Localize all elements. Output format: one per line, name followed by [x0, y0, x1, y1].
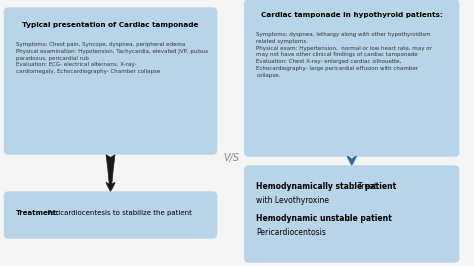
Text: with Levothyroxine: with Levothyroxine: [256, 196, 329, 205]
Text: :: :: [346, 214, 349, 223]
Text: Hemodynamic unstable patient: Hemodynamic unstable patient: [256, 214, 392, 223]
Text: V/S: V/S: [223, 153, 239, 163]
Text: Cardiac tamponade in hypothyroid patients:: Cardiac tamponade in hypothyroid patient…: [261, 12, 443, 18]
FancyBboxPatch shape: [245, 0, 459, 156]
Text: Symptoms: dyspnea, lethargy along with other hypothyroidism
related symptoms.
Ph: Symptoms: dyspnea, lethargy along with o…: [256, 32, 432, 78]
FancyBboxPatch shape: [5, 192, 217, 238]
Text: Symptoms: Chest pain, Syncope, dyspnea, peripheral edema
Physical examination: H: Symptoms: Chest pain, Syncope, dyspnea, …: [16, 42, 208, 74]
FancyBboxPatch shape: [245, 166, 459, 262]
Text: : Treat: : Treat: [353, 182, 377, 191]
Text: Typical presentation of Cardiac tamponade: Typical presentation of Cardiac tamponad…: [22, 22, 199, 28]
FancyBboxPatch shape: [5, 8, 217, 154]
Text: Treatment:: Treatment:: [16, 210, 60, 216]
Text: Hemodynamically stable patient: Hemodynamically stable patient: [256, 182, 397, 191]
Text: Pericardiocentosis: Pericardiocentosis: [256, 228, 326, 237]
Text: Pericardiocentesis to stabilize the patient: Pericardiocentesis to stabilize the pati…: [46, 210, 192, 216]
